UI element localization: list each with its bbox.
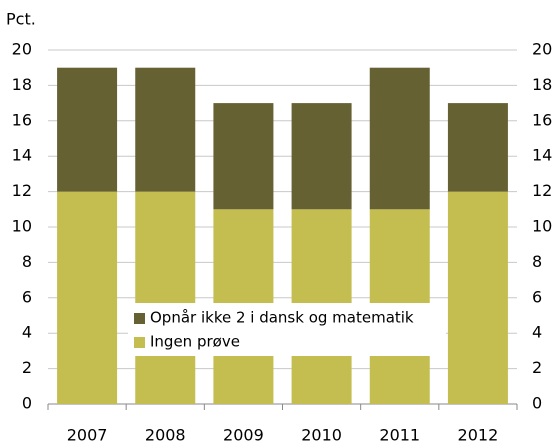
- legend-box: [128, 303, 446, 356]
- bar-segment: [447, 103, 508, 192]
- y-tick-label: 4: [22, 323, 32, 342]
- legend-label: Opnår ikke 2 i dansk og matematik: [150, 309, 414, 327]
- y-tick-label: 14: [12, 146, 32, 165]
- legend: Opnår ikke 2 i dansk og matematik Ingen p…: [128, 303, 446, 356]
- bar-segment: [213, 103, 274, 210]
- y-tick-label: 10: [12, 217, 32, 236]
- y-tick-label-right: 20: [532, 40, 552, 59]
- y-tick-label: 16: [12, 110, 32, 129]
- y-tick-label-right: 14: [532, 146, 552, 165]
- y-tick-label-right: 6: [532, 287, 542, 306]
- legend-label: Ingen prøve: [150, 333, 240, 351]
- y-tick-label-right: 18: [532, 75, 552, 94]
- y-axis-label: Pct.: [6, 10, 36, 29]
- bar-segment: [57, 67, 118, 192]
- bar-segment: [447, 191, 508, 404]
- y-tick-label-right: 4: [532, 323, 542, 342]
- y-tick-label: 12: [12, 181, 32, 200]
- y-tick-label-right: 10: [532, 217, 552, 236]
- y-tick-label-right: 12: [532, 181, 552, 200]
- x-tick-label: 2010: [301, 426, 342, 443]
- bar-segment: [369, 67, 430, 210]
- x-tick-label: 2007: [67, 426, 108, 443]
- y-tick-label: 18: [12, 75, 32, 94]
- x-tick-label: 2009: [223, 426, 264, 443]
- x-tick-label: 2008: [145, 426, 186, 443]
- y-tick-label-right: 2: [532, 358, 542, 377]
- bar-segment: [135, 67, 196, 192]
- y-tick-label-right: 16: [532, 110, 552, 129]
- y-tick-label: 0: [22, 394, 32, 413]
- bar-segment: [57, 191, 118, 404]
- y-tick-label: 2: [22, 358, 32, 377]
- y-tick-label-right: 8: [532, 252, 542, 271]
- bar-segment: [135, 191, 196, 404]
- legend-swatch: [134, 313, 145, 324]
- y-tick-label: 8: [22, 252, 32, 271]
- y-tick-label: 6: [22, 287, 32, 306]
- bar-segment: [291, 103, 352, 210]
- x-tick-label: 2011: [379, 426, 420, 443]
- x-tick-label: 2012: [458, 426, 499, 443]
- y-tick-label-right: 0: [532, 394, 542, 413]
- y-tick-label: 20: [12, 40, 32, 59]
- legend-swatch: [134, 337, 145, 348]
